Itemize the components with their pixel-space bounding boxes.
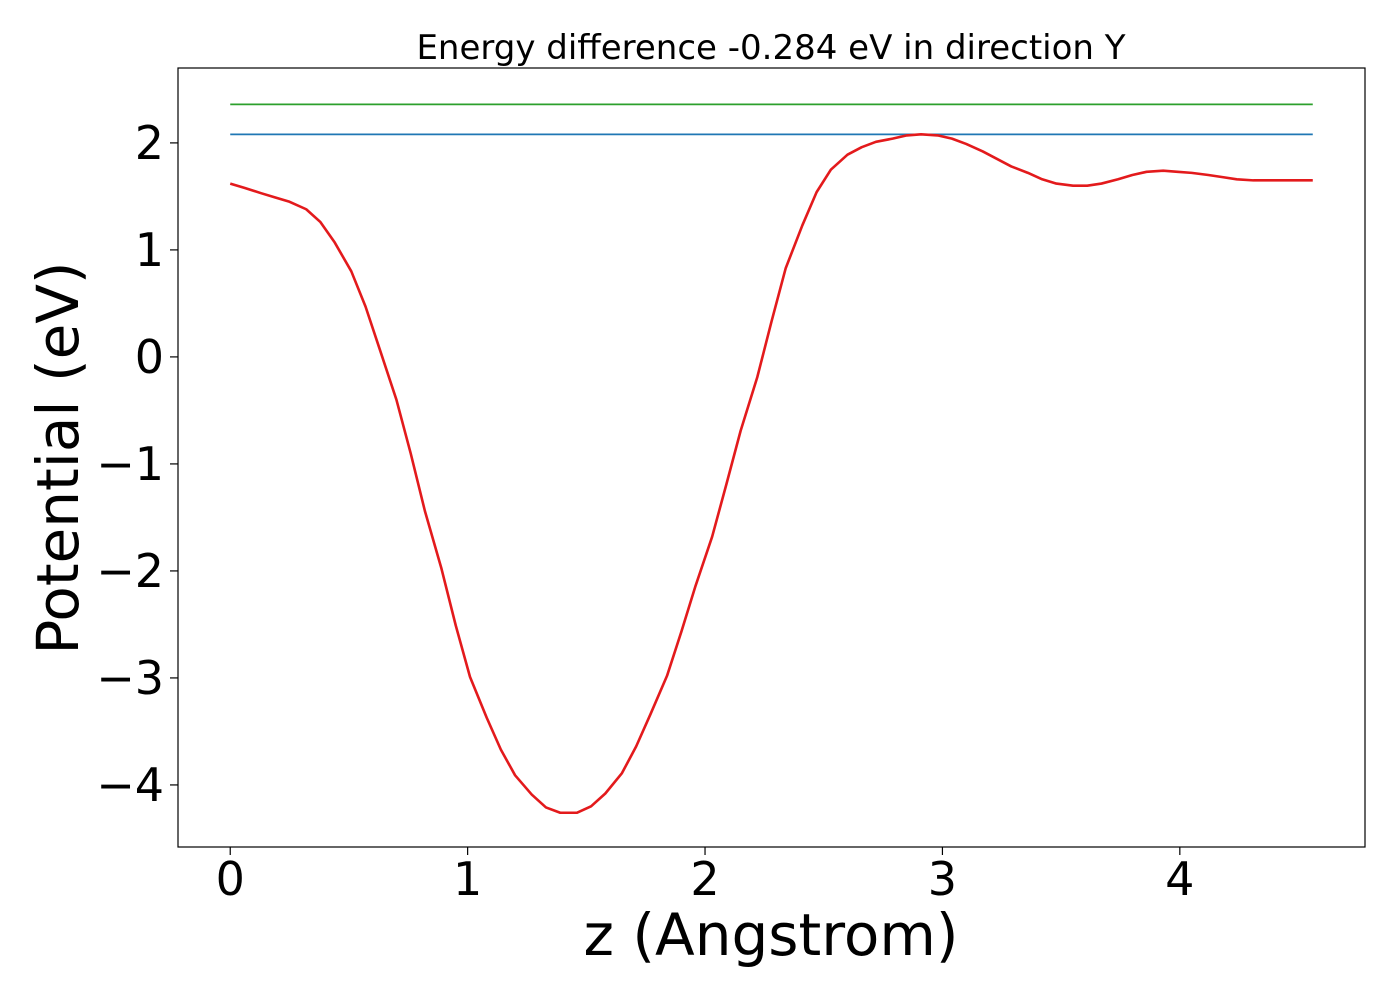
series-line-3 bbox=[229, 133, 1313, 815]
y-tick-label: −1 bbox=[96, 437, 164, 491]
y-axis-label: Potential (eV) bbox=[24, 261, 92, 654]
y-tick-label: −3 bbox=[96, 651, 164, 705]
x-tick-label: 4 bbox=[1165, 852, 1194, 906]
y-tick-label: 2 bbox=[135, 116, 164, 170]
plot-area bbox=[229, 103, 1313, 815]
x-axis-label: z (Angstrom) bbox=[584, 901, 959, 969]
y-tick-label: −2 bbox=[96, 544, 164, 598]
y-tick-label: −4 bbox=[96, 758, 164, 812]
x-tick-label: 3 bbox=[928, 852, 957, 906]
y-tick-label: 1 bbox=[135, 223, 164, 277]
x-tick-label: 2 bbox=[690, 852, 719, 906]
plot-frame bbox=[177, 67, 1366, 848]
chart-title: Energy difference -0.284 eV in direction… bbox=[416, 28, 1125, 68]
x-axis: 0 1 2 3 4 bbox=[216, 847, 1194, 906]
y-tick-label: 0 bbox=[135, 330, 164, 384]
x-tick-label: 1 bbox=[453, 852, 482, 906]
x-tick-label: 0 bbox=[216, 852, 245, 906]
y-axis: 2 1 0 −1 −2 −3 −4 bbox=[96, 116, 178, 812]
